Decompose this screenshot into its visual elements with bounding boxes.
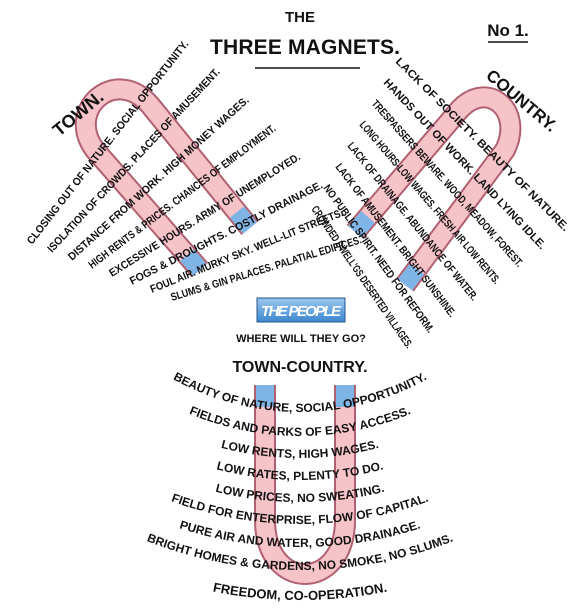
header-the: THE <box>285 9 315 26</box>
town-country-text: LOW RATES, PLENTY TO DO. <box>215 459 384 484</box>
town-country-text: LOW RENTS, HIGH WAGES. <box>220 437 380 461</box>
town-country-line: LOW RENTS, HIGH WAGES. <box>220 437 380 461</box>
people-question: WHERE WILL THEY GO? <box>236 333 366 345</box>
plate-number: No 1. <box>487 21 529 40</box>
town-country-text: LOW PRICES, NO SWEATING. <box>214 481 385 505</box>
town-country-label: TOWN-COUNTRY. <box>232 359 367 376</box>
diagram: THE THREE MAGNETS. No 1. TOWN. COUNTRY. … <box>0 0 572 611</box>
town-country-line: LOW PRICES, NO SWEATING. <box>214 481 385 505</box>
people-title: THE PEOPLE <box>261 303 342 320</box>
town-country-text: BEAUTY OF NATURE, SOCIAL OPPORTUNITY. <box>171 369 428 415</box>
town-country-line: LOW RATES, PLENTY TO DO. <box>215 459 384 484</box>
town-country-line: BEAUTY OF NATURE, SOCIAL OPPORTUNITY. <box>171 369 428 415</box>
title: THREE MAGNETS. <box>210 36 400 59</box>
